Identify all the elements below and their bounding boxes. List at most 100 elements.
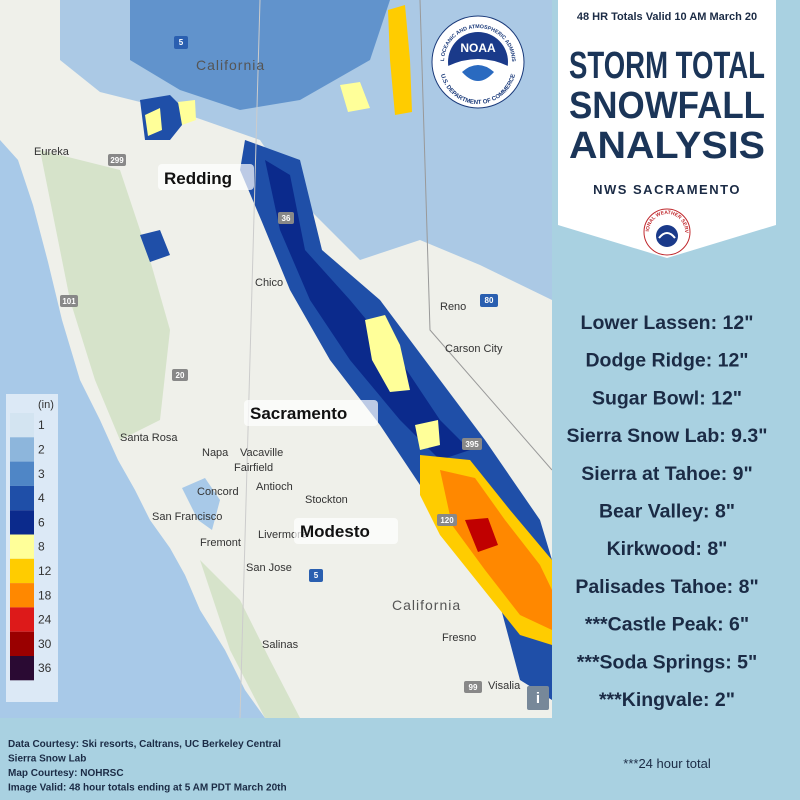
info-icon[interactable]: i — [536, 690, 540, 707]
place-label: Santa Rosa — [120, 432, 178, 444]
place-label: Fresno — [442, 632, 476, 644]
highway-shield: 5 — [314, 571, 319, 580]
road — [239, 0, 261, 718]
coast-range — [40, 150, 170, 440]
legend-swatch — [10, 413, 34, 438]
label-box — [244, 400, 378, 426]
info-button[interactable] — [527, 686, 549, 710]
legend-label: 36 — [38, 661, 52, 675]
place-label: Carson City — [445, 343, 503, 355]
legend-swatch — [10, 583, 34, 608]
snow-report: ***Kingvale: 2" — [599, 689, 735, 711]
footnote: ***24 hour total — [623, 756, 711, 771]
highway-shield: 5 — [179, 38, 184, 47]
city-label: Sacramento — [250, 404, 347, 423]
legend-swatch — [10, 485, 34, 511]
place-label: San Francisco — [152, 511, 222, 523]
highway-shields: 5 299 36 101 20 80 395 120 5 99 — [60, 36, 498, 693]
state-label: California — [196, 57, 265, 73]
place-label: Fairfield — [234, 462, 273, 474]
credit-line: Image Valid: 48 hour totals ending at 5 … — [8, 783, 287, 794]
highway-shield: 120 — [440, 516, 454, 525]
legend-label: 30 — [38, 637, 52, 651]
snow-report: Sugar Bowl: 12" — [592, 387, 742, 409]
credit-line: Data Courtesy: Ski resorts, Caltrans, UC… — [8, 739, 281, 750]
noaa-text: NOAA — [460, 41, 496, 55]
snow-medium — [130, 0, 390, 110]
place-label: Reno — [440, 301, 466, 313]
state-line — [419, 0, 552, 471]
place-label: Salinas — [262, 639, 299, 651]
credit-line: Map Courtesy: NOHRSC — [8, 768, 124, 779]
legend-label: 12 — [38, 564, 52, 578]
legend-swatch — [10, 631, 34, 656]
snow-gold — [388, 5, 552, 645]
legend-label: 24 — [38, 613, 52, 627]
city-label: Redding — [164, 169, 232, 188]
legend-swatch — [10, 607, 34, 632]
legend-label: 8 — [38, 540, 45, 554]
highway-shield: 299 — [110, 156, 124, 165]
place-label: Stockton — [305, 494, 348, 506]
label-box — [294, 518, 398, 544]
credits: Data Courtesy: Ski resorts, Caltrans, UC… — [8, 739, 287, 794]
place-label: Antioch — [256, 481, 293, 493]
snow-core — [265, 160, 470, 460]
header-card — [558, 0, 776, 258]
snow-patch — [140, 95, 190, 262]
legend-unit: (in) — [38, 399, 54, 411]
snow-red — [465, 518, 498, 552]
legend-label: 3 — [38, 467, 45, 481]
legend-swatch — [10, 461, 34, 486]
legend-label: 18 — [38, 588, 52, 602]
snow-report: Sierra Snow Lab: 9.3" — [566, 425, 767, 447]
highway-shield: 99 — [469, 683, 478, 692]
place-label: Eureka — [34, 146, 70, 158]
snow-report: Palisades Tahoe: 8" — [575, 576, 758, 598]
legend-swatch — [10, 534, 34, 559]
place-label: Vacaville — [240, 447, 283, 459]
legend-label: 4 — [38, 491, 45, 505]
label-box — [158, 164, 254, 190]
map: California Eureka Redding Chico Reno Car… — [0, 0, 552, 718]
state-label: California — [392, 597, 461, 613]
legend-swatch — [10, 437, 34, 462]
snow-report: ***Castle Peak: 6" — [585, 614, 749, 636]
snow-report: Bear Valley: 8" — [599, 501, 735, 523]
snow-report: ***Soda Springs: 5" — [577, 651, 757, 673]
highway-shield: 395 — [465, 440, 479, 449]
title-line: ANALYSIS — [569, 125, 765, 167]
highway-shield: 101 — [62, 297, 76, 306]
place-label: Concord — [197, 486, 239, 498]
city-label: Modesto — [300, 522, 370, 541]
report-list: Lower Lassen: 12" Dodge Ridge: 12" Sugar B… — [566, 312, 767, 711]
hills — [200, 560, 300, 718]
highway-shield: 20 — [176, 371, 185, 380]
legend-swatch — [10, 510, 34, 535]
office: NWS SACRAMENTO — [593, 182, 741, 197]
credit-line: Sierra Snow Lab — [8, 754, 86, 765]
snow-report: Dodge Ridge: 12" — [585, 350, 748, 372]
place-label: Chico — [255, 277, 283, 289]
place-label: Napa — [202, 447, 229, 459]
snow-report: Kirkwood: 8" — [607, 538, 728, 560]
legend-swatch — [10, 558, 34, 584]
title-line: STORM TOTAL — [569, 45, 765, 87]
highway-shield: 36 — [282, 214, 291, 223]
highway-shield: 80 — [485, 296, 494, 305]
valid-time: 48 HR Totals Valid 10 AM March 20 — [577, 11, 757, 23]
legend-label: 6 — [38, 515, 45, 529]
snow-report: Lower Lassen: 12" — [581, 312, 754, 334]
snow-orange — [440, 470, 552, 630]
legend-label: 2 — [38, 442, 45, 456]
legend-swatch — [10, 656, 34, 681]
place-label: San Jose — [246, 562, 292, 574]
bay — [182, 478, 220, 530]
place-label: Visalia — [488, 680, 521, 692]
place-label: Fremont — [200, 537, 241, 549]
snow-report: Sierra at Tahoe: 9" — [581, 463, 752, 485]
